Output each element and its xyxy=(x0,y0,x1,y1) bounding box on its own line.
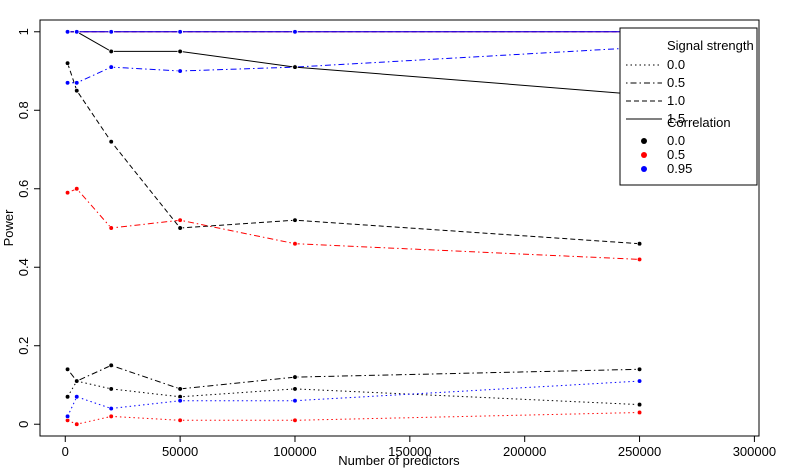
data-point xyxy=(74,186,80,192)
legend-signal-label: 0.0 xyxy=(667,57,685,72)
data-point xyxy=(292,398,298,404)
data-point xyxy=(177,48,183,55)
data-point xyxy=(108,413,114,420)
legend-color-dot xyxy=(641,166,647,172)
data-point xyxy=(64,413,71,420)
legend-correlation-label: 0.0 xyxy=(667,133,685,148)
series-line xyxy=(67,380,640,406)
legend-signal-title: Signal strength xyxy=(667,38,754,53)
legend-signal-label: 0.5 xyxy=(667,75,685,90)
data-point xyxy=(74,29,80,35)
series-line xyxy=(67,63,640,245)
data-point xyxy=(636,378,643,384)
data-point xyxy=(636,409,643,416)
x-axis: 0 50000 100000 150000 200000 250000 300000 xyxy=(62,435,776,459)
y-axis-label: Power xyxy=(1,209,16,247)
y-tick-label: 0 xyxy=(16,421,31,428)
x-tick-label: 300000 xyxy=(733,444,776,459)
data-point xyxy=(74,80,80,86)
x-tick-label: 200000 xyxy=(503,444,546,459)
legend-color-dot xyxy=(641,138,647,144)
data-point xyxy=(108,29,114,35)
data-point xyxy=(636,241,643,247)
data-point xyxy=(64,29,71,35)
data-point xyxy=(636,366,643,372)
legend-signal-label: 1.0 xyxy=(667,93,685,108)
data-point xyxy=(292,386,298,392)
legend-box xyxy=(619,27,758,186)
legend-signal-label: 1.5 xyxy=(667,111,685,126)
data-point xyxy=(177,386,183,392)
data-point xyxy=(74,87,80,94)
data-point xyxy=(108,139,114,145)
data-point xyxy=(177,68,183,74)
data-point xyxy=(636,256,643,263)
legend-correlation-title: Correlation xyxy=(667,115,731,130)
legend-correlation-label: 0.5 xyxy=(667,147,685,162)
data-point xyxy=(108,225,114,231)
data-point xyxy=(292,374,298,380)
x-axis-label: Number of predictors xyxy=(338,453,460,468)
data-point xyxy=(74,421,80,427)
data-point xyxy=(177,398,183,404)
data-point xyxy=(108,48,114,55)
data-point xyxy=(177,29,183,35)
data-point xyxy=(292,29,298,35)
data-point xyxy=(64,394,71,400)
data-point xyxy=(292,64,298,70)
data-point xyxy=(177,417,183,423)
data-point xyxy=(636,401,643,408)
series-line xyxy=(67,188,640,260)
data-point xyxy=(74,378,80,384)
x-tick-label: 50000 xyxy=(162,444,198,459)
legend-correlation-label: 0.95 xyxy=(667,161,692,176)
points-layer xyxy=(64,29,643,427)
data-point xyxy=(292,417,298,423)
data-point xyxy=(74,394,80,400)
data-point xyxy=(177,217,183,223)
y-tick-label: 1 xyxy=(16,28,31,35)
legend-color-dot xyxy=(641,152,647,158)
y-tick-label: 0.6 xyxy=(16,180,31,198)
y-tick-label: 0.2 xyxy=(16,337,31,355)
data-point xyxy=(292,217,298,223)
legend-correlation-entries: 0.00.50.95 xyxy=(641,133,692,176)
series-line xyxy=(67,412,640,425)
series-layer xyxy=(67,31,640,425)
series-line xyxy=(67,31,640,96)
data-point xyxy=(108,386,114,392)
data-point xyxy=(108,362,114,369)
x-tick-label: 250000 xyxy=(618,444,661,459)
data-point xyxy=(64,190,71,196)
data-point xyxy=(64,80,71,86)
y-axis: 0 0.2 0.4 0.6 0.8 1 xyxy=(16,28,41,428)
y-tick-label: 0.4 xyxy=(16,258,31,276)
data-point xyxy=(64,60,71,66)
legend-signal-entries: 0.0 0.5 1.0 1.5 xyxy=(626,57,685,126)
data-point xyxy=(177,225,183,231)
series-line xyxy=(67,364,640,390)
data-point xyxy=(64,366,71,372)
series-line xyxy=(67,380,640,417)
y-tick-label: 0.8 xyxy=(16,101,31,119)
x-tick-label: 0 xyxy=(62,444,69,459)
legend: Signal strength Correlation 0.00.51.01.5… xyxy=(619,27,758,186)
series-line xyxy=(67,47,640,84)
x-tick-label: 100000 xyxy=(273,444,316,459)
data-point xyxy=(292,241,298,247)
data-point xyxy=(108,64,114,70)
x-tick-label: 150000 xyxy=(388,444,431,459)
data-point xyxy=(108,405,114,412)
